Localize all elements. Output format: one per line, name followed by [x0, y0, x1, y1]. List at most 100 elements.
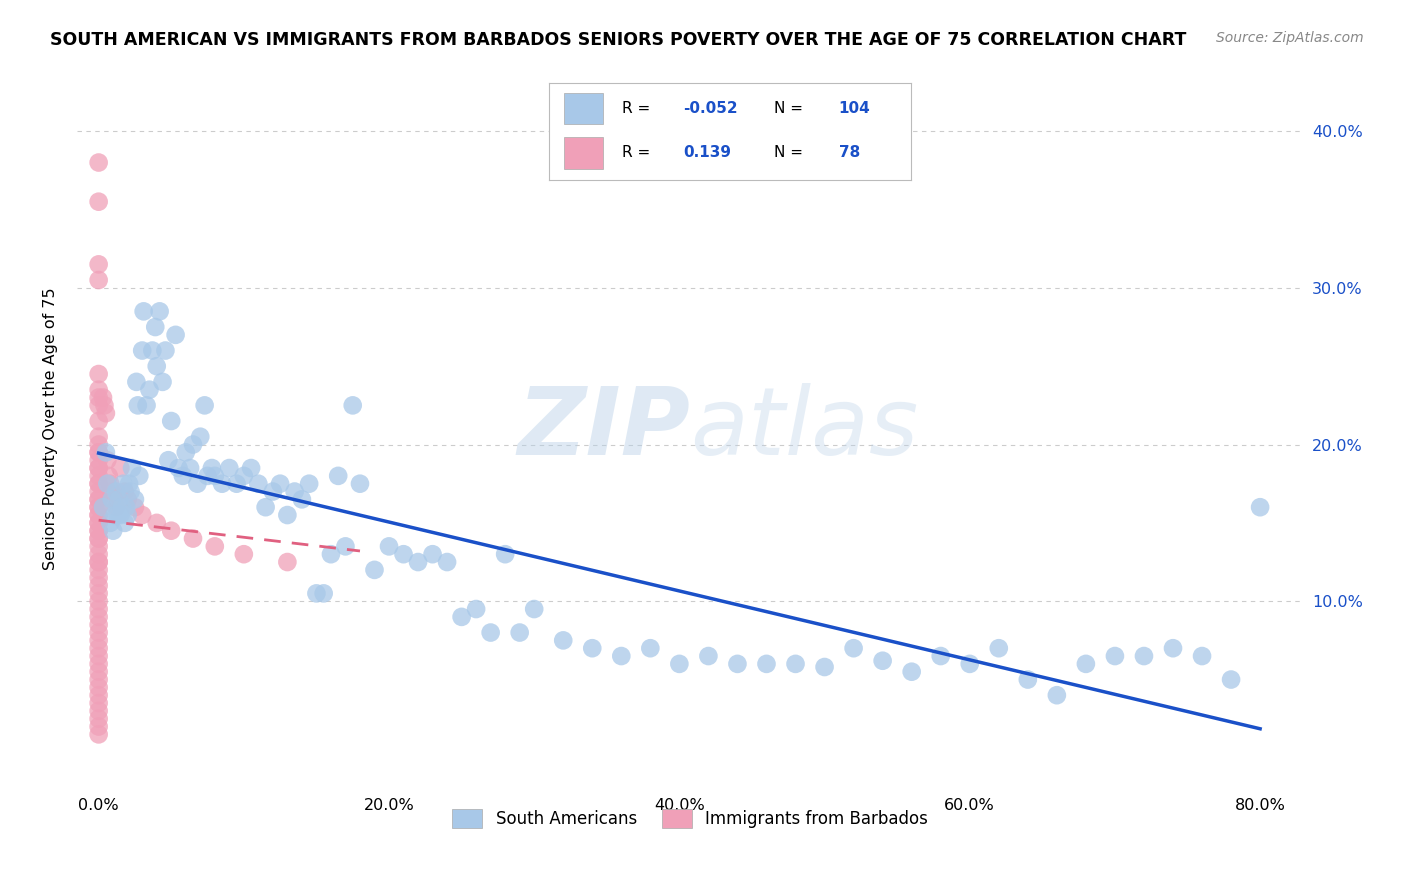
Point [149, 304, 172, 318]
Point [174, 445, 197, 459]
Point [1161, 641, 1184, 656]
Point [785, 657, 807, 671]
Point [87, 696, 110, 710]
Point [240, 461, 263, 475]
Point [87, 555, 110, 569]
Point [494, 547, 516, 561]
Point [465, 602, 488, 616]
Point [167, 461, 190, 475]
Point [111, 500, 134, 515]
Point [91, 391, 114, 405]
Point [101, 492, 124, 507]
Point [1017, 673, 1039, 687]
Point [157, 453, 180, 467]
Point [97, 468, 120, 483]
Point [1133, 648, 1156, 663]
Point [107, 508, 129, 522]
Point [755, 657, 778, 671]
Point [1191, 648, 1213, 663]
Point [87, 648, 110, 663]
Point [127, 398, 149, 412]
Point [87, 155, 110, 169]
Point [276, 508, 298, 522]
Point [131, 343, 153, 358]
Point [172, 468, 194, 483]
Point [87, 673, 110, 687]
Point [94, 445, 117, 459]
Point [319, 547, 342, 561]
Point [87, 532, 110, 546]
Point [87, 594, 110, 608]
Point [186, 476, 208, 491]
Point [328, 468, 350, 483]
Point [87, 476, 110, 491]
Point [87, 500, 110, 515]
Point [152, 375, 174, 389]
Point [87, 602, 110, 616]
Point [94, 406, 117, 420]
Point [87, 727, 110, 741]
Point [872, 654, 894, 668]
Point [842, 641, 865, 656]
Point [87, 516, 110, 530]
Point [87, 586, 110, 600]
Point [553, 633, 575, 648]
Text: Source: ZipAtlas.com: Source: ZipAtlas.com [1216, 31, 1364, 45]
Point [87, 257, 110, 271]
Point [87, 681, 110, 695]
Point [335, 540, 357, 554]
Point [232, 468, 254, 483]
Point [87, 194, 110, 209]
Point [87, 532, 110, 546]
Point [87, 712, 110, 726]
Point [87, 571, 110, 585]
Point [188, 430, 211, 444]
Text: SOUTH AMERICAN VS IMMIGRANTS FROM BARBADOS SENIORS POVERTY OVER THE AGE OF 75 CO: SOUTH AMERICAN VS IMMIGRANTS FROM BARBAD… [51, 31, 1187, 49]
Point [342, 398, 364, 412]
Point [959, 657, 981, 671]
Point [110, 508, 132, 522]
Point [479, 625, 502, 640]
Point [900, 665, 922, 679]
Point [98, 516, 121, 530]
Point [104, 508, 127, 522]
Point [87, 524, 110, 538]
Point [101, 524, 124, 538]
Point [1220, 673, 1243, 687]
Point [87, 633, 110, 648]
Point [87, 461, 110, 475]
Y-axis label: Seniors Poverty Over the Age of 75: Seniors Poverty Over the Age of 75 [44, 287, 58, 570]
Point [87, 453, 110, 467]
Point [87, 437, 110, 451]
Point [87, 508, 110, 522]
Point [160, 524, 183, 538]
Point [87, 398, 110, 412]
Point [211, 476, 233, 491]
Point [450, 610, 472, 624]
Point [145, 516, 167, 530]
Point [141, 343, 163, 358]
Point [204, 468, 226, 483]
Point [509, 625, 531, 640]
Point [87, 273, 110, 287]
Point [87, 688, 110, 702]
Point [155, 343, 177, 358]
Point [117, 508, 139, 522]
Point [115, 500, 138, 515]
Point [87, 492, 110, 507]
Point [128, 468, 150, 483]
Point [121, 461, 143, 475]
Point [138, 383, 160, 397]
Point [124, 492, 146, 507]
Point [87, 540, 110, 554]
Point [87, 484, 110, 499]
Point [87, 468, 110, 483]
Legend: South Americans, Immigrants from Barbados: South Americans, Immigrants from Barbado… [446, 803, 935, 835]
Point [225, 476, 247, 491]
Point [87, 383, 110, 397]
Point [87, 391, 110, 405]
Point [1074, 657, 1097, 671]
Point [298, 476, 321, 491]
Point [436, 555, 458, 569]
Point [262, 484, 284, 499]
